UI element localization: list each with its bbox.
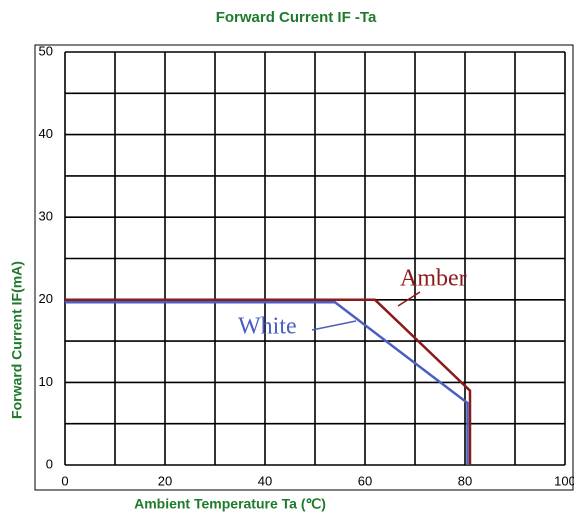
y-tick-label: 50 [39, 43, 53, 58]
y-tick-label: 10 [39, 374, 53, 389]
x-tick-label: 20 [158, 473, 172, 488]
series-label: White [238, 314, 297, 340]
y-tick-label: 0 [46, 456, 53, 471]
series-line [65, 301, 469, 465]
y-tick-label: 20 [39, 291, 53, 306]
y-axis-label: Forward Current IF(mA) [9, 261, 25, 419]
x-axis-label: Ambient Temperature Ta (℃) [134, 496, 326, 512]
x-tick-label: 80 [458, 473, 472, 488]
y-tick-label: 40 [39, 126, 53, 141]
annotation-leader [397, 291, 421, 307]
series-line [65, 298, 472, 465]
annotation-leader [311, 320, 357, 331]
y-tick-label: 30 [39, 209, 53, 224]
chart-title: Forward Current IF -Ta [216, 9, 377, 26]
x-tick-label: 40 [258, 473, 272, 488]
x-tick-label: 100 [554, 473, 574, 488]
series-label: Amber [400, 266, 467, 292]
frame [34, 44, 574, 491]
x-tick-label: 60 [358, 473, 372, 488]
x-tick-label: 0 [61, 473, 68, 488]
